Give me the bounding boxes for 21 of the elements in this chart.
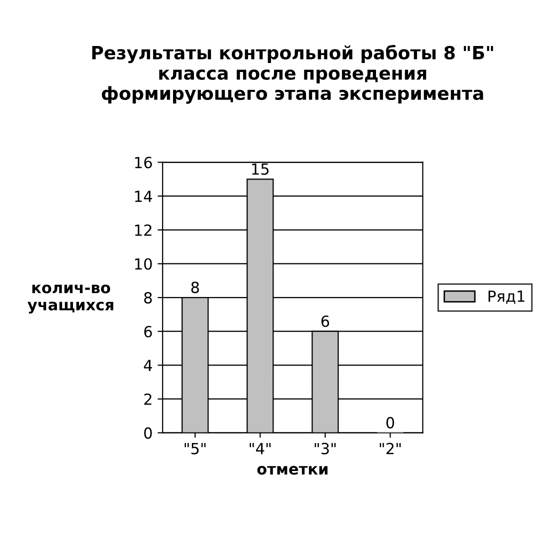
y-tick-label: 6	[144, 326, 152, 338]
y-tick-label: 14	[135, 190, 152, 202]
y-tick-label: 0	[144, 427, 152, 439]
x-tick-label: "3"	[314, 442, 336, 454]
y-tick-label: 8	[144, 292, 152, 304]
legend-label: Ряд1	[488, 290, 524, 304]
chart-title: Результаты контрольной работы 8 "Б" класса после проведения формирующего этапа эксперимента	[92, 44, 494, 104]
x-tick-label: "5"	[184, 442, 206, 454]
y-tick-label: 16	[135, 156, 152, 168]
data-label: 15	[252, 164, 269, 175]
y-tick-label: 12	[135, 224, 152, 236]
data-label: 0	[386, 416, 394, 428]
data-label: 6	[321, 315, 330, 328]
x-tick-label: "4"	[250, 442, 271, 454]
y-tick-label: 10	[135, 258, 152, 270]
y-tick-label: 2	[144, 393, 152, 405]
data-label: 8	[191, 282, 199, 294]
x-axis-title: отметки	[257, 466, 328, 475]
y-axis-title: колич-во учащихся	[28, 284, 114, 314]
y-tick-label: 4	[144, 360, 152, 371]
x-tick-label: "2"	[380, 442, 401, 454]
